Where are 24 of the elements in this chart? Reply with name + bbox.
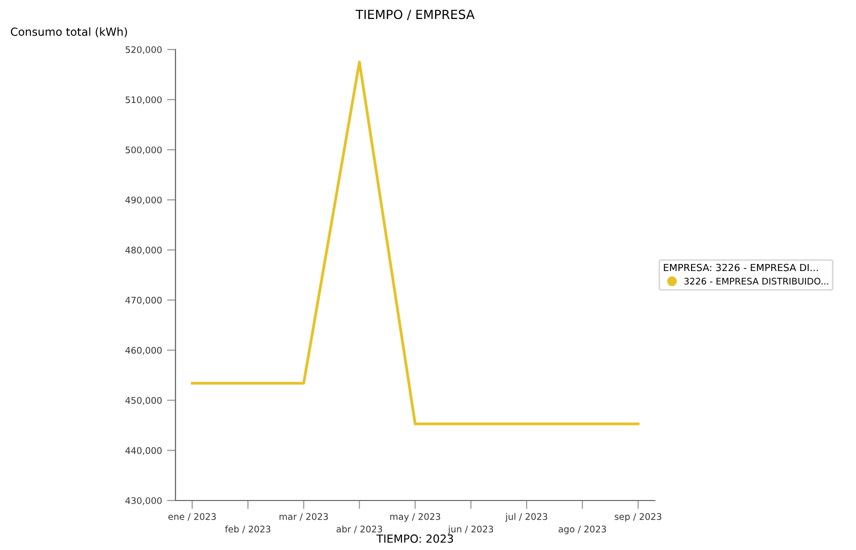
x-tick-label: ene / 2023: [168, 513, 216, 521]
x-tick-label: mar / 2023: [280, 513, 328, 521]
x-tick-label: jun / 2023: [448, 526, 494, 534]
x-tick-label: ago / 2023: [558, 526, 606, 534]
y-tick-label: 490,000: [125, 196, 162, 204]
y-tick-label: 520,000: [126, 46, 162, 54]
y-tick-label: 430,000: [125, 497, 162, 505]
y-tick-label: 500,000: [126, 146, 162, 154]
y-tick-label: 480,000: [125, 246, 162, 254]
y-tick-label: 460,000: [125, 346, 162, 355]
x-axis-title: TIEMPO: 2023: [376, 534, 454, 543]
legend-title: EMPRESA: 3226 - EMPRESA DI...: [664, 264, 818, 272]
y-tick-label: 510,000: [126, 96, 162, 104]
x-tick-label: sep / 2023: [614, 513, 662, 522]
chart-title: TIEMPO / EMPRESA: [356, 10, 475, 20]
x-tick-label: may / 2023: [390, 513, 440, 522]
y-tick-label: 450,000: [125, 397, 162, 405]
x-tick-label: abr / 2023: [336, 526, 382, 534]
y-axis-title: Consumo total (kWh): [10, 27, 127, 38]
y-tick-label: 440,000: [125, 447, 162, 455]
x-tick-label: jul / 2023: [505, 513, 548, 522]
legend-label: 3226 - EMPRESA DISTRIBUIDO...: [684, 278, 828, 285]
x-tick-label: feb / 2023: [225, 526, 270, 534]
y-tick-label: 470,000: [125, 296, 162, 305]
